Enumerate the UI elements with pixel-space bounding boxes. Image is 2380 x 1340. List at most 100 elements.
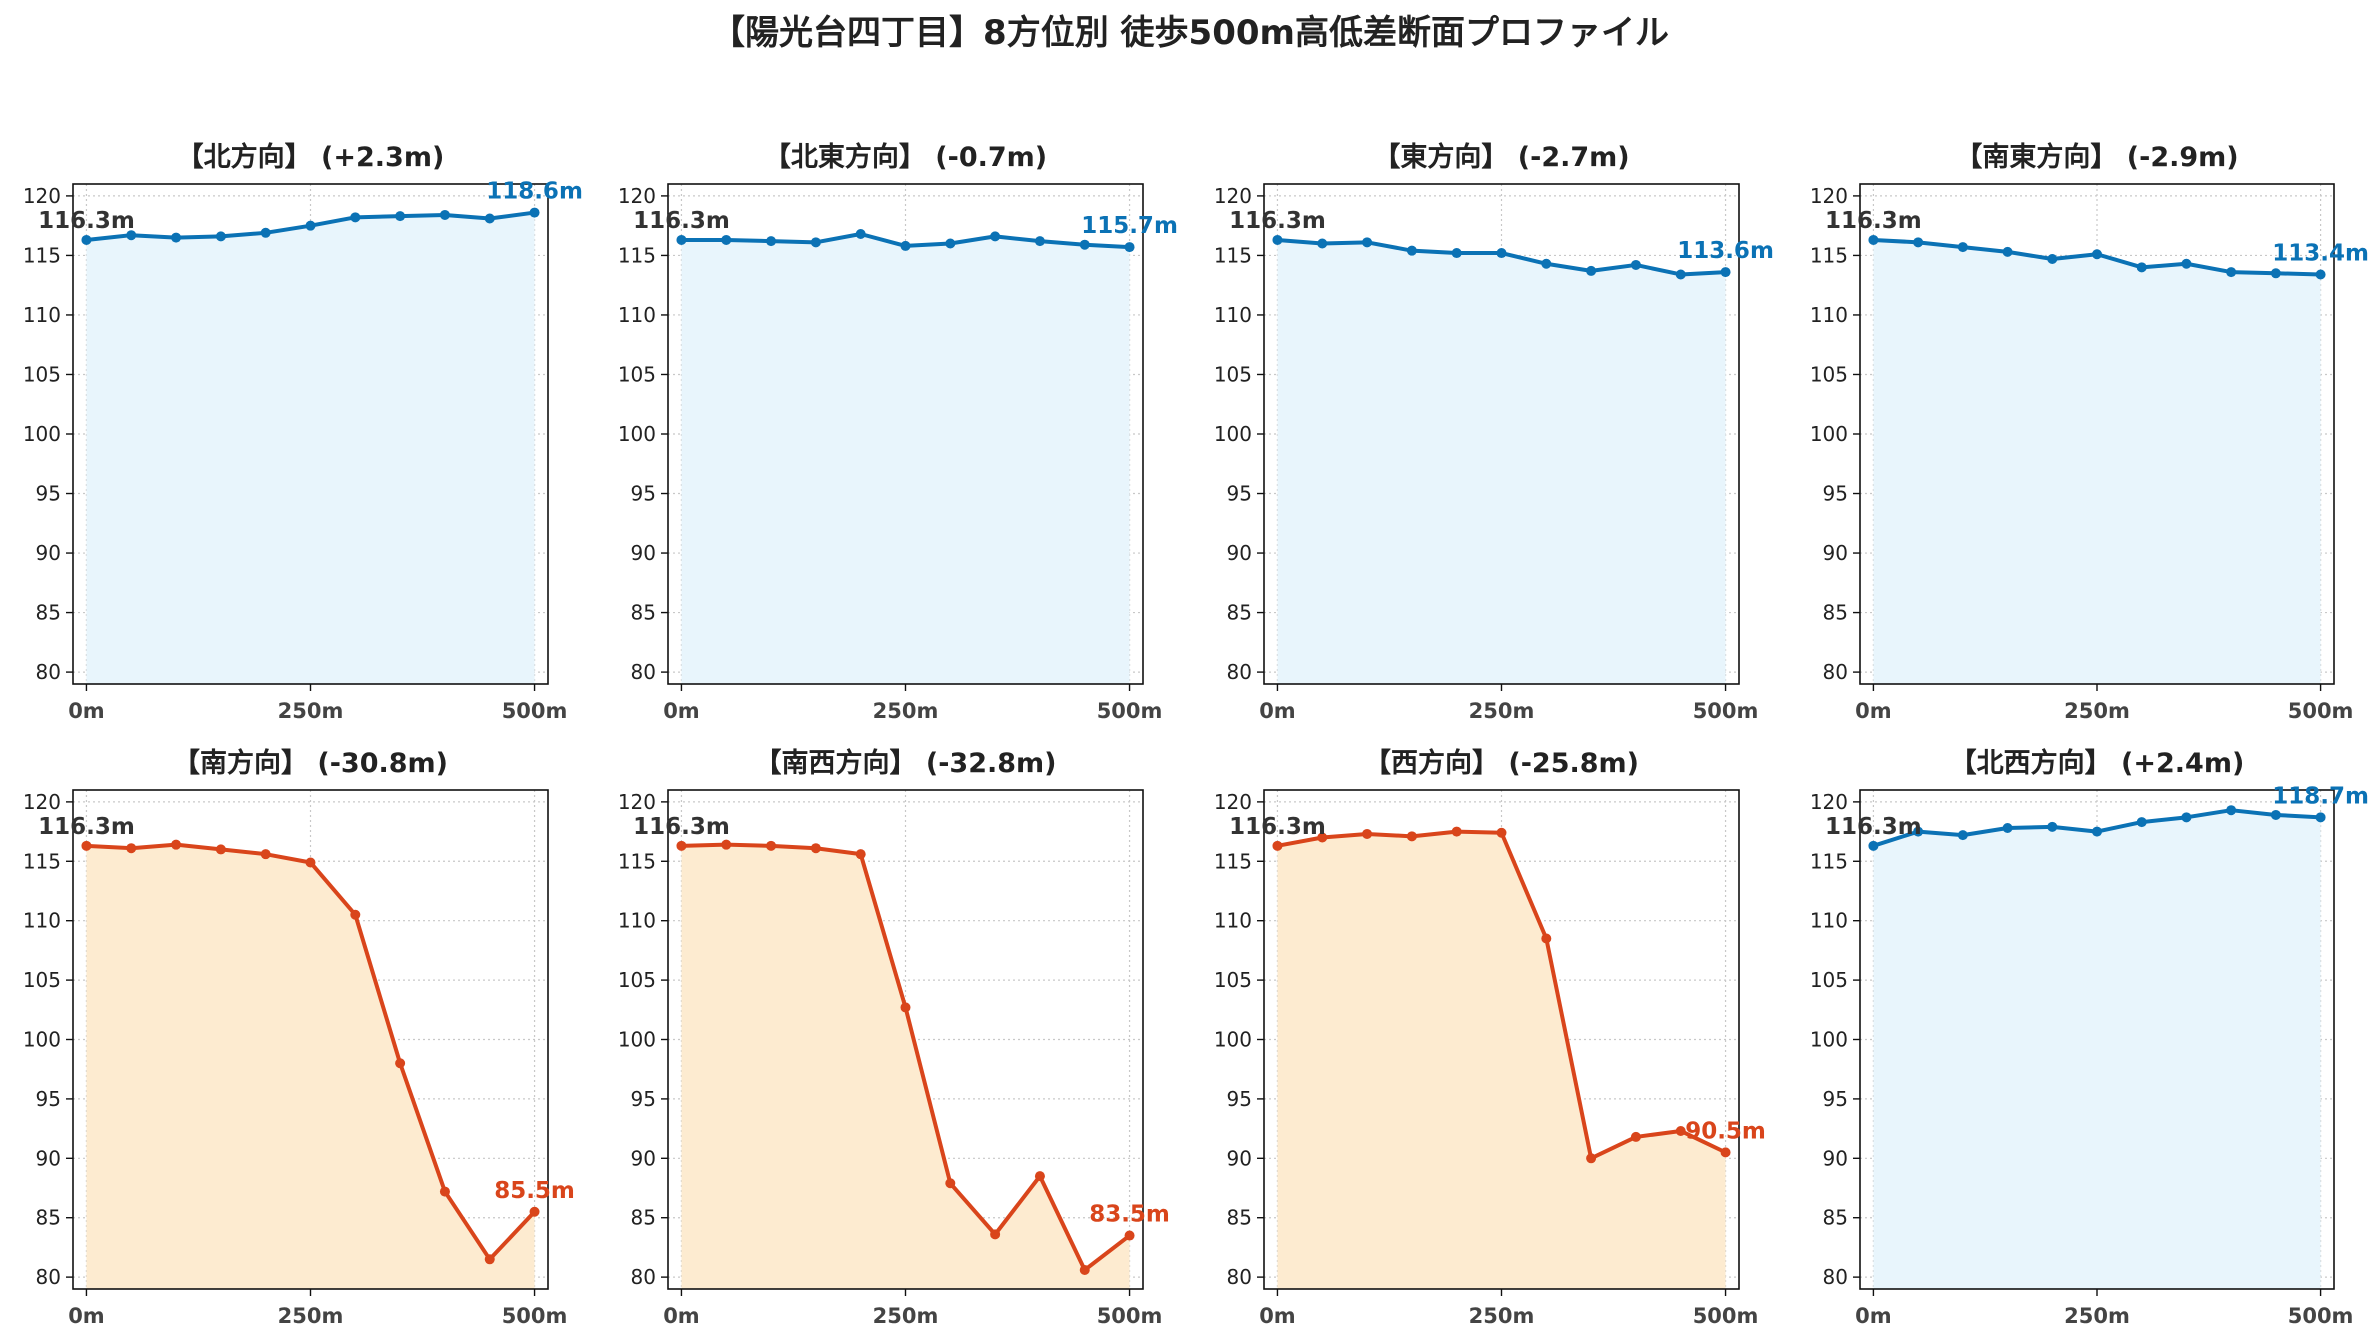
profile-chart-2: 【北東方向】 (-0.7m) 80 85 90 95 100 105 110 115 120 0m 2… bbox=[618, 141, 1178, 723]
data-point bbox=[395, 1058, 406, 1069]
data-point bbox=[395, 211, 406, 222]
y-tick-label: 105 bbox=[618, 362, 656, 386]
x-tick-label: 500m bbox=[502, 699, 568, 723]
data-point bbox=[1496, 827, 1507, 838]
y-tick-label: 115 bbox=[1214, 849, 1252, 873]
profile-area bbox=[86, 844, 535, 1289]
data-point bbox=[1362, 237, 1373, 248]
profile-area bbox=[1873, 810, 2321, 1289]
y-tick-label: 115 bbox=[1810, 849, 1848, 873]
data-point bbox=[2002, 246, 2013, 257]
y-tick-label: 105 bbox=[23, 968, 61, 992]
y-tick-label: 105 bbox=[1810, 362, 1848, 386]
y-tick-label: 85 bbox=[1823, 601, 1848, 625]
data-point bbox=[1868, 840, 1879, 851]
chart-title: 【南東方向】 (-2.9m) bbox=[1955, 141, 2238, 173]
data-point bbox=[1675, 269, 1686, 280]
end-value-label: 118.6m bbox=[486, 179, 583, 205]
data-point bbox=[2315, 269, 2326, 280]
data-point bbox=[990, 231, 1001, 242]
data-point bbox=[2136, 817, 2147, 828]
y-tick-label: 90 bbox=[36, 1146, 61, 1170]
x-tick-label: 250m bbox=[873, 699, 939, 723]
x-tick-label: 250m bbox=[1469, 1304, 1535, 1328]
data-point bbox=[900, 1002, 911, 1013]
y-tick-label: 120 bbox=[618, 790, 656, 814]
data-point bbox=[1034, 1171, 1045, 1182]
y-tick-label: 95 bbox=[1227, 482, 1252, 506]
y-tick-label: 115 bbox=[1810, 243, 1848, 267]
end-value-label: 113.4m bbox=[2272, 240, 2369, 266]
x-tick-label: 250m bbox=[2064, 1304, 2130, 1328]
y-tick-label: 105 bbox=[1214, 968, 1252, 992]
y-tick-label: 95 bbox=[1823, 482, 1848, 506]
data-point bbox=[1957, 830, 1968, 841]
x-tick-label: 500m bbox=[1693, 699, 1759, 723]
start-value-label: 116.3m bbox=[633, 814, 730, 840]
y-tick-label: 95 bbox=[631, 1087, 656, 1111]
profile-area bbox=[1277, 239, 1726, 684]
data-point bbox=[676, 840, 687, 851]
data-point bbox=[1630, 259, 1641, 270]
y-tick-label: 110 bbox=[1214, 909, 1252, 933]
profile-area bbox=[1873, 239, 2321, 684]
start-value-label: 116.3m bbox=[38, 814, 135, 840]
data-point bbox=[810, 237, 821, 248]
y-tick-label: 110 bbox=[1810, 303, 1848, 327]
data-point bbox=[945, 238, 956, 249]
x-tick-label: 0m bbox=[1259, 1304, 1296, 1328]
x-tick-label: 0m bbox=[68, 1304, 105, 1328]
y-tick-label: 90 bbox=[1227, 541, 1252, 565]
data-point bbox=[900, 240, 911, 251]
data-point bbox=[2047, 254, 2058, 264]
y-tick-label: 90 bbox=[36, 541, 61, 565]
chart-title: 【北東方向】 (-0.7m) bbox=[764, 141, 1047, 173]
y-tick-label: 90 bbox=[631, 1146, 656, 1170]
y-tick-label: 80 bbox=[1823, 660, 1848, 684]
start-value-label: 116.3m bbox=[38, 208, 135, 234]
data-point bbox=[1124, 242, 1135, 253]
y-tick-label: 110 bbox=[1214, 303, 1252, 327]
x-tick-label: 250m bbox=[873, 1304, 939, 1328]
x-tick-label: 0m bbox=[1855, 699, 1892, 723]
data-point bbox=[2092, 249, 2102, 260]
data-point bbox=[350, 212, 361, 223]
x-tick-label: 0m bbox=[663, 1304, 700, 1328]
chart-title: 【南西方向】 (-32.8m) bbox=[754, 747, 1056, 779]
x-tick-label: 0m bbox=[68, 699, 105, 723]
data-point bbox=[2136, 262, 2147, 273]
end-value-label: 90.5m bbox=[1685, 1118, 1766, 1144]
y-tick-label: 80 bbox=[631, 660, 656, 684]
y-tick-label: 90 bbox=[631, 541, 656, 565]
data-point bbox=[1913, 237, 1924, 248]
data-point bbox=[2226, 267, 2237, 278]
chart-title: 【東方向】 (-2.7m) bbox=[1373, 141, 1629, 173]
profile-chart-8: 【北西方向】 (+2.4m) 80 85 90 95 100 105 110 115 120 0m 2… bbox=[1810, 747, 2369, 1328]
y-tick-label: 95 bbox=[1227, 1087, 1252, 1111]
data-point bbox=[1541, 933, 1552, 944]
y-tick-label: 115 bbox=[1214, 243, 1252, 267]
y-tick-label: 120 bbox=[618, 184, 656, 208]
data-point bbox=[2181, 812, 2192, 823]
chart-title: 【西方向】 (-25.8m) bbox=[1364, 747, 1639, 779]
x-tick-label: 250m bbox=[2064, 699, 2130, 723]
y-tick-label: 95 bbox=[1823, 1087, 1848, 1111]
data-point bbox=[81, 840, 92, 851]
data-point bbox=[1406, 245, 1417, 256]
data-point bbox=[171, 232, 182, 243]
x-tick-label: 500m bbox=[2288, 699, 2354, 723]
data-point bbox=[1406, 831, 1417, 842]
data-point bbox=[171, 839, 182, 850]
y-tick-label: 95 bbox=[36, 1087, 61, 1111]
data-point bbox=[1720, 1147, 1731, 1158]
data-point bbox=[1675, 1125, 1686, 1136]
data-point bbox=[215, 231, 226, 242]
data-point bbox=[1362, 828, 1373, 839]
data-point bbox=[1957, 242, 1968, 253]
end-value-label: 83.5m bbox=[1089, 1202, 1170, 1228]
y-tick-label: 100 bbox=[1810, 1028, 1848, 1052]
y-tick-label: 110 bbox=[23, 303, 61, 327]
profile-chart-7: 【西方向】 (-25.8m) 80 85 90 95 100 105 110 115 120 0m 2… bbox=[1214, 747, 1766, 1328]
y-tick-label: 85 bbox=[36, 1206, 61, 1230]
